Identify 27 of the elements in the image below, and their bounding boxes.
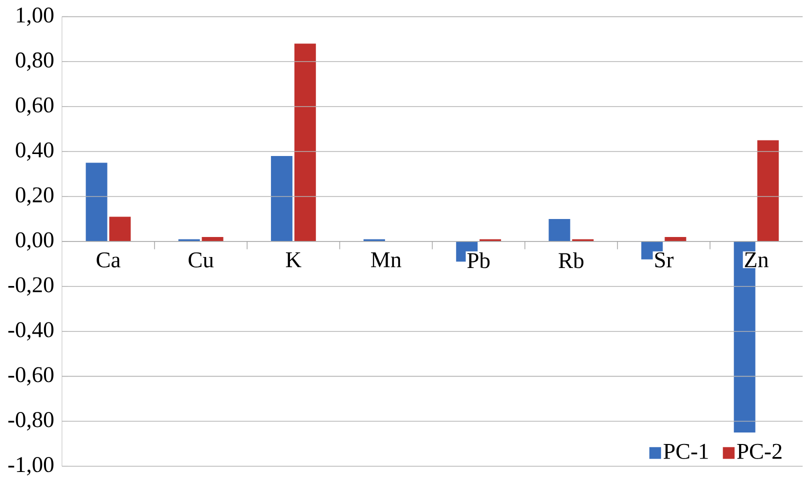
bar	[757, 140, 779, 242]
y-tick-label: 0,40	[16, 142, 54, 161]
y-tick-label: 0,20	[16, 187, 54, 206]
y-tick-label: -1,00	[8, 457, 54, 476]
x-tick-label: Sr	[655, 252, 674, 268]
y-tick-label: 0,00	[16, 232, 54, 251]
bar	[86, 162, 108, 242]
y-tick-label: 0,80	[16, 52, 54, 71]
legend-label: PC-2	[737, 444, 782, 460]
x-tick-label: Ca	[96, 252, 120, 268]
bar	[548, 219, 570, 242]
x-tick-label: Rb	[558, 252, 584, 268]
y-tick-label: -0,80	[8, 412, 54, 430]
y-tick-label: -0,20	[8, 277, 54, 296]
bar	[294, 44, 316, 242]
y-tick-label: -0,40	[8, 322, 54, 341]
bar	[270, 156, 292, 242]
y-tick-label: 1,00	[16, 8, 54, 26]
x-tick-label: Cu	[188, 252, 214, 268]
y-tick-label: 0,60	[16, 97, 54, 116]
x-tick-label: Zn	[744, 252, 768, 268]
x-tick-label: K	[286, 252, 302, 268]
legend-label: PC-1	[664, 444, 708, 460]
x-tick-label: Pb	[467, 252, 490, 268]
bar	[109, 216, 131, 242]
x-tick-label: Mn	[371, 252, 402, 268]
y-tick-label: -0,60	[8, 367, 54, 386]
